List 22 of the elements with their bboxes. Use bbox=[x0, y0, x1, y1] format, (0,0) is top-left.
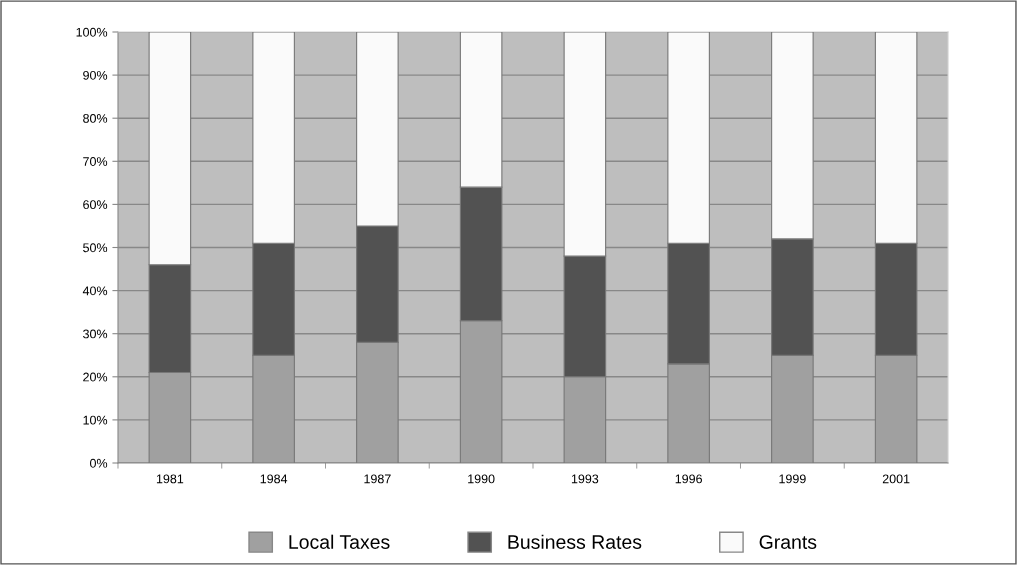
y-tick-label: 30% bbox=[83, 329, 108, 339]
y-tick-label: 40% bbox=[82, 286, 108, 296]
y-tick-label: 0% bbox=[90, 458, 108, 468]
x-tick-label: 1987 bbox=[364, 474, 391, 484]
y-tick-label: 60% bbox=[83, 200, 108, 210]
x-tick-label: 1990 bbox=[468, 474, 495, 484]
x-tick-label: 1999 bbox=[779, 474, 806, 484]
y-tick-label: 100% bbox=[76, 27, 108, 37]
y-tick-label: 90% bbox=[83, 70, 108, 80]
y-tick-label: 20% bbox=[83, 372, 108, 382]
y-tick-label: 10% bbox=[83, 415, 108, 425]
y-tick-label: 50% bbox=[83, 243, 108, 253]
y-tick-label: 70% bbox=[83, 157, 108, 166]
legend-label: Local Taxes bbox=[289, 534, 390, 549]
legend-label: Grants bbox=[759, 535, 817, 549]
x-tick-label: 1984 bbox=[260, 474, 288, 484]
x-tick-label: 1993 bbox=[571, 474, 599, 484]
y-tick-label: 80% bbox=[83, 114, 108, 123]
legend-label: Business Rates bbox=[508, 534, 642, 549]
x-tick-label: 2001 bbox=[882, 474, 910, 484]
x-tick-label: 1981 bbox=[156, 474, 184, 484]
x-tick-label: 1996 bbox=[675, 474, 702, 484]
